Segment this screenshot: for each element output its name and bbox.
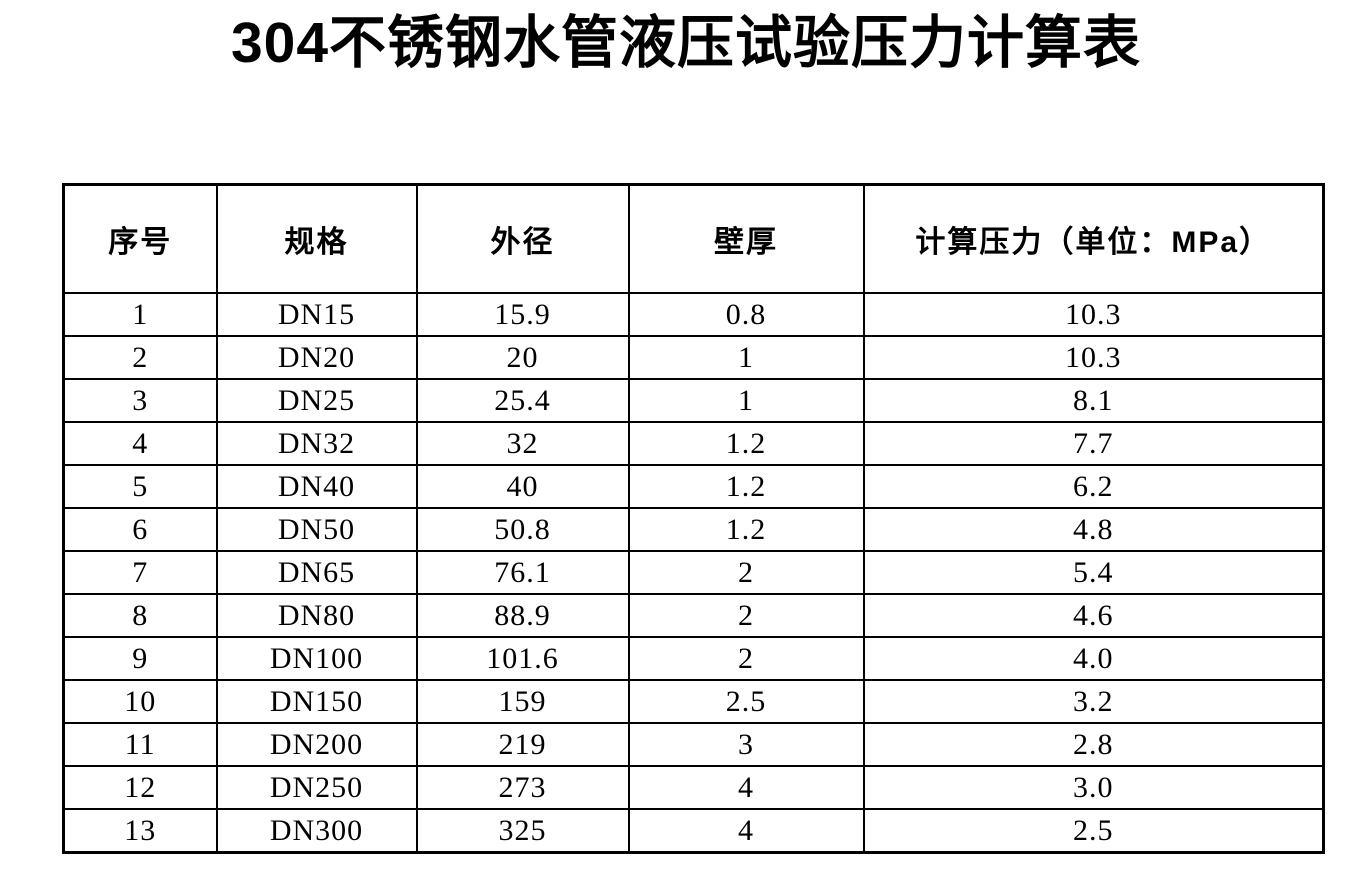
table-cell: 2: [627, 636, 865, 681]
table-cell: 3.0: [862, 765, 1325, 810]
table-row: 4 DN32 32 1.2 7.7: [62, 421, 1325, 466]
table-cell: 4: [627, 808, 865, 854]
table-cell: 10.3: [862, 335, 1325, 380]
table-cell: 5.4: [862, 550, 1325, 595]
table-cell: DN50: [215, 507, 418, 552]
table-cell: 76.1: [415, 550, 630, 595]
table-cell: DN15: [215, 292, 418, 337]
table-cell: 0.8: [627, 292, 865, 337]
table-cell: 2: [62, 335, 218, 380]
table-cell: 8: [62, 593, 218, 638]
table-cell: 20: [415, 335, 630, 380]
table-cell: DN65: [215, 550, 418, 595]
table-cell: 1.2: [627, 421, 865, 466]
table-cell: 7: [62, 550, 218, 595]
table-cell: 325: [415, 808, 630, 854]
table-row: 13 DN300 325 4 2.5: [62, 808, 1325, 854]
table-cell: 88.9: [415, 593, 630, 638]
table-cell: 2.5: [862, 808, 1325, 854]
table-row: 5 DN40 40 1.2 6.2: [62, 464, 1325, 509]
pressure-calculation-table: 序号 规格 外径 壁厚 计算压力（单位：MPa） 1 DN15 15.9 0.8 10.3 2 DN…: [62, 183, 1325, 854]
table-cell: 25.4: [415, 378, 630, 423]
table-row: 10 DN150 159 2.5 3.2: [62, 679, 1325, 724]
table-cell: 4: [62, 421, 218, 466]
table-cell: 219: [415, 722, 630, 767]
table-cell: 3: [62, 378, 218, 423]
table-cell: 13: [62, 808, 218, 854]
header-cell: 计算压力（单位：MPa）: [862, 183, 1325, 294]
header-cell: 规格: [215, 183, 418, 294]
table-row: 7 DN65 76.1 2 5.4: [62, 550, 1325, 595]
table-cell: 32: [415, 421, 630, 466]
table-row: 8 DN80 88.9 2 4.6: [62, 593, 1325, 638]
table-cell: DN300: [215, 808, 418, 854]
header-cell: 外径: [415, 183, 630, 294]
table-row: 6 DN50 50.8 1.2 4.8: [62, 507, 1325, 552]
table-cell: 10: [62, 679, 218, 724]
header-cell: 序号: [62, 183, 218, 294]
table-cell: 4.8: [862, 507, 1325, 552]
table-cell: 101.6: [415, 636, 630, 681]
table-cell: 1.2: [627, 507, 865, 552]
table-cell: 1.2: [627, 464, 865, 509]
table-cell: 2.5: [627, 679, 865, 724]
table-cell: 12: [62, 765, 218, 810]
table-cell: DN150: [215, 679, 418, 724]
table-cell: DN25: [215, 378, 418, 423]
table-cell: DN80: [215, 593, 418, 638]
table-cell: 273: [415, 765, 630, 810]
header-cell: 壁厚: [627, 183, 865, 294]
table-cell: 159: [415, 679, 630, 724]
table-cell: DN100: [215, 636, 418, 681]
table-row: 1 DN15 15.9 0.8 10.3: [62, 292, 1325, 337]
table-row: 3 DN25 25.4 1 8.1: [62, 378, 1325, 423]
table-cell: 4.6: [862, 593, 1325, 638]
table-cell: 1: [627, 335, 865, 380]
table-cell: 11: [62, 722, 218, 767]
table-cell: 4: [627, 765, 865, 810]
table-row: 11 DN200 219 3 2.8: [62, 722, 1325, 767]
table-cell: 1: [62, 292, 218, 337]
table-cell: 3.2: [862, 679, 1325, 724]
table-row: 2 DN20 20 1 10.3: [62, 335, 1325, 380]
table-cell: 3: [627, 722, 865, 767]
table-cell: DN20: [215, 335, 418, 380]
table-cell: 1: [627, 378, 865, 423]
table-cell: 40: [415, 464, 630, 509]
table-row: 12 DN250 273 4 3.0: [62, 765, 1325, 810]
table-cell: 6: [62, 507, 218, 552]
table-cell: 10.3: [862, 292, 1325, 337]
table-cell: 7.7: [862, 421, 1325, 466]
table-cell: DN32: [215, 421, 418, 466]
table-cell: DN200: [215, 722, 418, 767]
table-cell: 2: [627, 593, 865, 638]
table-cell: 15.9: [415, 292, 630, 337]
table-body: 1 DN15 15.9 0.8 10.3 2 DN20 20 1 10.3 3 DN25 25.4 1 8.…: [62, 292, 1325, 854]
table-cell: 9: [62, 636, 218, 681]
page-title: 304不锈钢水管液压试验压力计算表: [230, 11, 1142, 75]
table-row: 9 DN100 101.6 2 4.0: [62, 636, 1325, 681]
table-cell: 6.2: [862, 464, 1325, 509]
table-cell: 2.8: [862, 722, 1325, 767]
table-cell: 4.0: [862, 636, 1325, 681]
table-cell: 50.8: [415, 507, 630, 552]
table-cell: DN40: [215, 464, 418, 509]
table-cell: 2: [627, 550, 865, 595]
table-cell: 5: [62, 464, 218, 509]
table-cell: 8.1: [862, 378, 1325, 423]
header-row: 序号 规格 外径 壁厚 计算压力（单位：MPa）: [62, 183, 1325, 294]
table-cell: DN250: [215, 765, 418, 810]
